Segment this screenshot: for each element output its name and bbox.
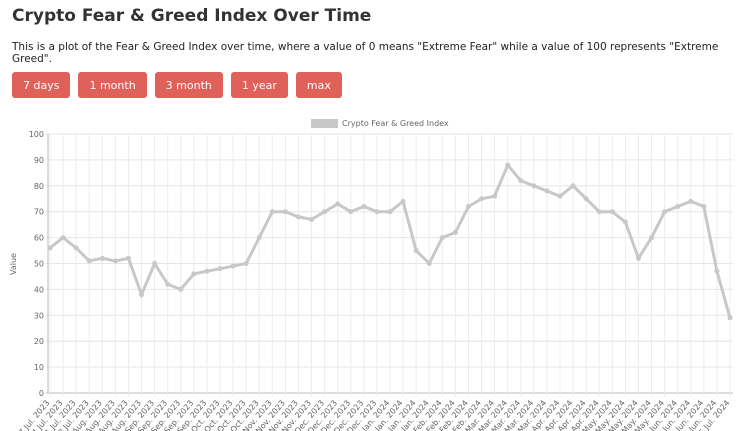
- point: [322, 209, 328, 215]
- point: [269, 209, 275, 215]
- point: [400, 198, 406, 204]
- point: [374, 209, 380, 215]
- point: [282, 209, 288, 215]
- point: [439, 235, 445, 241]
- point: [570, 183, 576, 189]
- point: [492, 193, 498, 199]
- point: [335, 201, 341, 207]
- point: [635, 255, 641, 261]
- point: [518, 178, 524, 184]
- point: [727, 315, 733, 321]
- range-button[interactable]: 7 days: [12, 72, 71, 98]
- point: [86, 258, 92, 264]
- point: [165, 281, 171, 287]
- point: [204, 268, 210, 274]
- y-tick-label: 0: [39, 389, 44, 398]
- y-tick-label: 40: [34, 285, 44, 294]
- point: [217, 266, 223, 272]
- point: [256, 235, 262, 241]
- range-button[interactable]: max: [295, 72, 342, 98]
- range-button[interactable]: 1 month: [78, 72, 147, 98]
- point: [152, 261, 158, 266]
- y-tick-label: 50: [34, 260, 44, 269]
- legend-swatch: [311, 119, 338, 128]
- y-tick-label: 30: [34, 311, 44, 320]
- point: [701, 204, 707, 210]
- point: [178, 286, 184, 292]
- y-axis-label: Value: [9, 253, 18, 275]
- point: [112, 258, 118, 264]
- point: [47, 245, 53, 251]
- point: [675, 204, 681, 210]
- point: [361, 204, 367, 210]
- point: [452, 229, 458, 235]
- point: [479, 196, 485, 202]
- point: [544, 188, 550, 194]
- point: [596, 209, 602, 215]
- y-tick-label: 10: [34, 363, 44, 372]
- y-tick-label: 80: [34, 182, 44, 191]
- point: [60, 235, 66, 241]
- range-button[interactable]: 1 year: [230, 72, 288, 98]
- page-title: Crypto Fear & Greed Index Over Time: [12, 6, 372, 26]
- y-tick-label: 100: [29, 130, 44, 139]
- point: [583, 196, 589, 202]
- point: [348, 209, 354, 215]
- point: [622, 219, 628, 225]
- point: [125, 255, 131, 261]
- description: This is a plot of the Fear & Greed Index…: [12, 41, 719, 65]
- legend-label: Crypto Fear & Greed Index: [342, 119, 449, 128]
- range-button[interactable]: 3 month: [154, 72, 223, 98]
- point: [99, 255, 105, 261]
- y-tick-label: 90: [34, 156, 44, 165]
- point: [609, 209, 615, 215]
- y-tick-label: 60: [34, 234, 44, 243]
- point: [714, 268, 720, 274]
- point: [413, 248, 419, 254]
- point: [557, 193, 563, 199]
- y-tick-label: 20: [34, 337, 44, 346]
- point: [309, 216, 315, 222]
- point: [295, 214, 301, 220]
- point: [191, 271, 197, 277]
- point: [662, 209, 668, 215]
- point: [139, 292, 145, 298]
- point: [73, 245, 79, 251]
- y-tick-label: 70: [34, 208, 44, 217]
- point: [230, 263, 236, 269]
- point: [387, 209, 393, 215]
- point: [465, 204, 471, 210]
- point: [531, 183, 537, 189]
- point: [649, 235, 655, 241]
- point: [426, 261, 432, 266]
- point: [505, 162, 511, 168]
- point: [688, 198, 694, 204]
- range-buttons: 7 days 1 month 3 month 1 year max: [12, 72, 342, 98]
- point: [243, 261, 249, 266]
